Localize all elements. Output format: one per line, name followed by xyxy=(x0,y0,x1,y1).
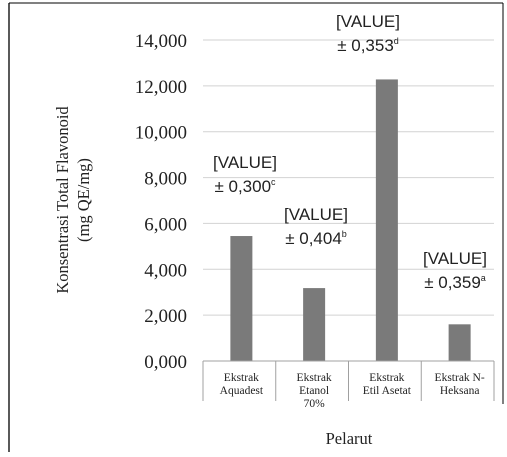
bar xyxy=(375,79,398,362)
y-tick-label: 10,000 xyxy=(135,123,187,144)
y-tick-label: 2,000 xyxy=(144,306,187,327)
value-annotation: [VALUE] xyxy=(336,12,400,31)
x-category-label: Ekstrak Etil Asetat xyxy=(363,372,412,397)
axes xyxy=(8,2,504,452)
error-annotation: ± 0,359a xyxy=(424,273,486,292)
bar xyxy=(230,236,253,361)
value-annotation: [VALUE] xyxy=(284,205,348,224)
annotations: [VALUE] ± 0,300c [VALUE] ± 0,404b [VALUE] ± 0… xyxy=(213,12,487,292)
bar xyxy=(303,288,326,361)
y-axis-title: Konsentrasi Total Flavonoid (mg QE/mg) xyxy=(53,106,93,294)
bar xyxy=(448,324,471,361)
x-category-label: Ekstrak Etanol 70% xyxy=(297,372,332,410)
x-axis-title: Pelarut xyxy=(326,429,373,448)
x-category-label: Ekstrak N-Heksana xyxy=(435,372,485,397)
value-annotation: [VALUE] xyxy=(213,153,277,172)
error-annotation: ± 0,353d xyxy=(337,36,399,55)
x-category-label: Ekstrak Aquadest xyxy=(220,372,264,397)
y-tick-label: 4,000 xyxy=(144,260,187,281)
labels: 0,000 2,000 4,000 6,000 8,000 10,000 12,000 14,… xyxy=(53,31,485,448)
y-tick-label: 8,000 xyxy=(144,169,187,190)
error-annotation: ± 0,300c xyxy=(214,177,276,196)
y-tick-label: 0,000 xyxy=(144,352,187,373)
error-annotation: ± 0,404b xyxy=(285,229,347,248)
bars xyxy=(230,79,471,362)
y-tick-label: 14,000 xyxy=(135,31,187,52)
y-tick-label: 12,000 xyxy=(135,77,187,98)
value-annotation: [VALUE] xyxy=(423,249,487,268)
y-tick-label: 6,000 xyxy=(144,214,187,235)
